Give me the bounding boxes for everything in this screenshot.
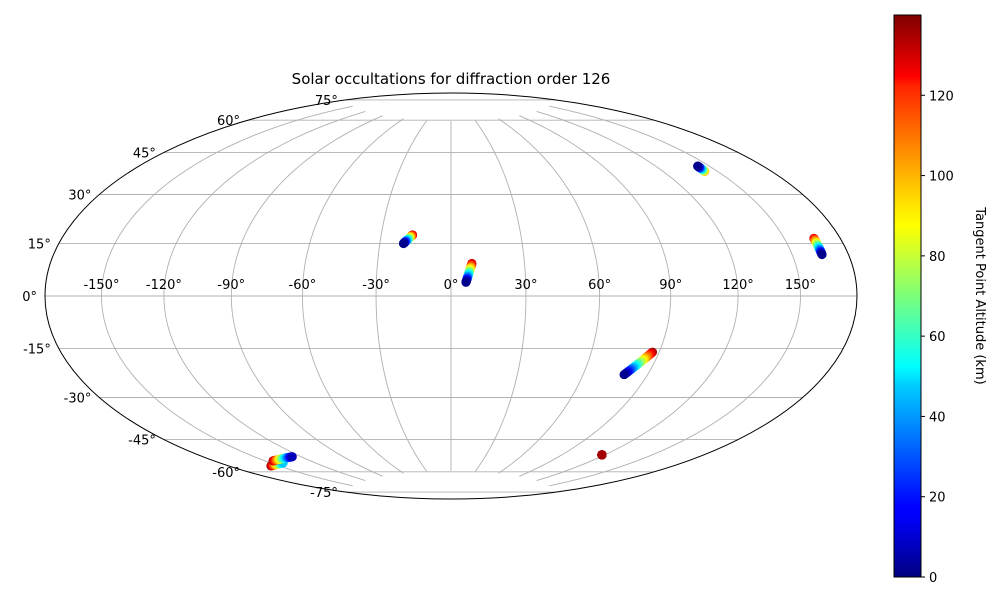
colorbar: 0 20 40 60 80 100 120 Tangent Point Altitude (… (893, 14, 987, 586)
longitude-tick-label: 60° (588, 278, 611, 293)
longitude-tick-label: 30° (514, 278, 537, 293)
colorbar-tick-label: 80 (929, 250, 946, 265)
latitude-tick-label: 15° (28, 237, 51, 252)
occultation-point (597, 450, 607, 460)
colorbar-tick-label: 120 (929, 89, 954, 104)
colorbar-tick-label: 20 (929, 491, 946, 506)
occultation-point (817, 249, 827, 260)
occultation-point (461, 277, 471, 287)
latitude-tick-label: -30° (64, 392, 92, 407)
longitude-tick-labels: -150° -120° -90° -60° -30° 0° 30° 60° 90° 120° 150… (83, 278, 816, 293)
map-boundary (44, 92, 858, 500)
longitude-tick-label: 90° (659, 278, 682, 293)
longitude-tick-label: 120° (722, 278, 753, 293)
occultation-point (619, 369, 629, 380)
latitude-tick-label: 30° (68, 189, 91, 204)
latitude-tick-label: -75° (310, 486, 338, 501)
longitude-tick-label: -60° (289, 278, 317, 293)
longitude-tick-label: -30° (362, 278, 390, 293)
longitude-tick-label: -90° (217, 278, 245, 293)
colorbar-tick-label: 40 (929, 410, 946, 425)
latitude-tick-label: -60° (212, 466, 240, 481)
occultation-point (693, 161, 703, 171)
latitude-tick-label: 0° (22, 290, 37, 305)
graticule (45, 99, 857, 493)
longitude-tick-label: -120° (146, 278, 182, 293)
colorbar-tick-label: 60 (929, 330, 946, 345)
colorbar-label: Tangent Point Altitude (km) (972, 206, 987, 384)
latitude-tick-label: 75° (315, 94, 338, 109)
latitude-tick-label: 60° (217, 114, 240, 129)
occultation-points (266, 161, 827, 471)
occultation-point (398, 238, 409, 249)
latitude-tick-label: -45° (128, 434, 156, 449)
colorbar-gradient (893, 14, 922, 578)
occultation-point (287, 452, 297, 462)
longitude-tick-label: -150° (83, 278, 119, 293)
longitude-tick-label: 150° (785, 278, 816, 293)
colorbar-tick-label: 0 (929, 571, 937, 586)
colorbar-ticks: 0 20 40 60 80 100 120 (921, 89, 954, 586)
latitude-tick-label: 45° (133, 146, 156, 161)
longitude-tick-label: 0° (444, 278, 459, 293)
chart-title: Solar occultations for diffraction order… (292, 70, 611, 88)
latitude-tick-labels: -75° -60° -45° -30° -15° 0° 15° 30° 45° 60° 75° (22, 94, 338, 501)
latitude-tick-label: -15° (23, 343, 51, 358)
colorbar-tick-label: 100 (929, 170, 954, 185)
